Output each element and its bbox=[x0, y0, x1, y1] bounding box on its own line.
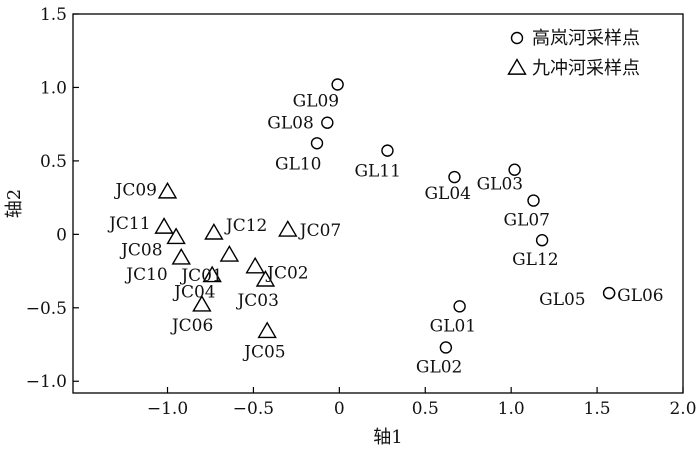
y-tick-label: −1.0 bbox=[26, 372, 67, 392]
legend-label: 九冲河采样点 bbox=[532, 58, 640, 79]
point-jc09 bbox=[157, 181, 178, 199]
point-gl09 bbox=[331, 78, 344, 91]
point-label-jc11: JC11 bbox=[107, 214, 150, 234]
point-label-gl03: GL03 bbox=[477, 175, 524, 195]
point-jc11 bbox=[154, 217, 174, 234]
point-label-jc10: JC10 bbox=[124, 265, 167, 285]
point-gl08 bbox=[321, 116, 334, 129]
point-gl06 bbox=[602, 286, 616, 300]
point-label-jc02: JC02 bbox=[265, 264, 308, 284]
point-jc07 bbox=[278, 220, 298, 237]
point-gl02 bbox=[439, 341, 453, 354]
x-tick-label: 0.5 bbox=[412, 399, 439, 419]
point-label-gl01: GL01 bbox=[430, 316, 477, 336]
point-label-jc09: JC09 bbox=[114, 181, 157, 201]
point-label-gl12: GL12 bbox=[512, 250, 559, 270]
point-label-gl08: GL08 bbox=[267, 114, 314, 134]
point-gl04 bbox=[448, 170, 461, 184]
y-tick-label: −0.5 bbox=[26, 299, 67, 319]
point-jc03 bbox=[255, 269, 276, 287]
point-jc05 bbox=[257, 321, 277, 339]
data-marks bbox=[154, 78, 616, 354]
point-label-gl07: GL07 bbox=[504, 211, 551, 231]
point-gl12 bbox=[535, 234, 549, 247]
point-gl01 bbox=[453, 300, 466, 313]
point-label-jc05: JC05 bbox=[242, 342, 285, 362]
x-tick-label: −0.5 bbox=[233, 399, 274, 419]
point-jc12 bbox=[204, 222, 224, 240]
legend-label: 高岚河采样点 bbox=[532, 28, 640, 49]
x-tick-label: 1.0 bbox=[498, 399, 525, 419]
point-jc08 bbox=[166, 227, 186, 245]
point-label-gl02: GL02 bbox=[416, 357, 463, 377]
point-label-jc06: JC06 bbox=[170, 316, 213, 336]
point-gl03 bbox=[508, 163, 521, 176]
legend-marker-circle bbox=[510, 31, 524, 45]
point-jc04 bbox=[202, 265, 222, 283]
axes: −1.0 −0.5 0 0.5 1.0 1.5 2.0 −1.0 −0.5 0 0.5 1.0 1.5 轴… bbox=[4, 5, 697, 448]
y-tick-label: 0 bbox=[56, 225, 67, 245]
point-label-jc03: JC03 bbox=[235, 291, 278, 311]
point-label-gl11: GL11 bbox=[354, 162, 401, 182]
x-axis-title: 轴1 bbox=[373, 427, 402, 448]
point-jc06 bbox=[192, 294, 212, 312]
point-gl07 bbox=[527, 194, 540, 207]
point-jc10 bbox=[171, 247, 191, 265]
point-label-jc12: JC12 bbox=[224, 216, 267, 236]
x-tick-label: 0 bbox=[334, 399, 345, 419]
point-label-jc01: JC01 bbox=[179, 266, 222, 286]
x-tick-label: −1.0 bbox=[147, 399, 188, 419]
point-label-jc08: JC08 bbox=[119, 240, 162, 260]
x-tick-label: 2.0 bbox=[669, 399, 696, 419]
point-jc02 bbox=[245, 256, 265, 274]
point-label-gl09: GL09 bbox=[293, 92, 340, 112]
point-label-gl10: GL10 bbox=[275, 154, 322, 174]
y-axis-title: 轴2 bbox=[4, 189, 25, 218]
point-gl11 bbox=[381, 144, 394, 157]
x-tick-label: 1.5 bbox=[584, 399, 611, 419]
legend-marker-triangle bbox=[507, 58, 527, 75]
point-jc01 bbox=[219, 245, 240, 262]
point-label-jc04: JC04 bbox=[172, 282, 215, 302]
y-tick-label: 0.5 bbox=[40, 152, 67, 172]
point-label-jc07: JC07 bbox=[298, 221, 341, 241]
y-tick-label: 1.5 bbox=[40, 5, 67, 25]
point-gl10 bbox=[310, 137, 324, 150]
point-label-gl05: GL05 bbox=[539, 290, 586, 310]
y-tick-label: 1.0 bbox=[40, 78, 67, 98]
point-label-gl06: GL06 bbox=[617, 286, 664, 306]
point-label-gl04: GL04 bbox=[424, 184, 471, 204]
plot-frame bbox=[72, 13, 684, 394]
